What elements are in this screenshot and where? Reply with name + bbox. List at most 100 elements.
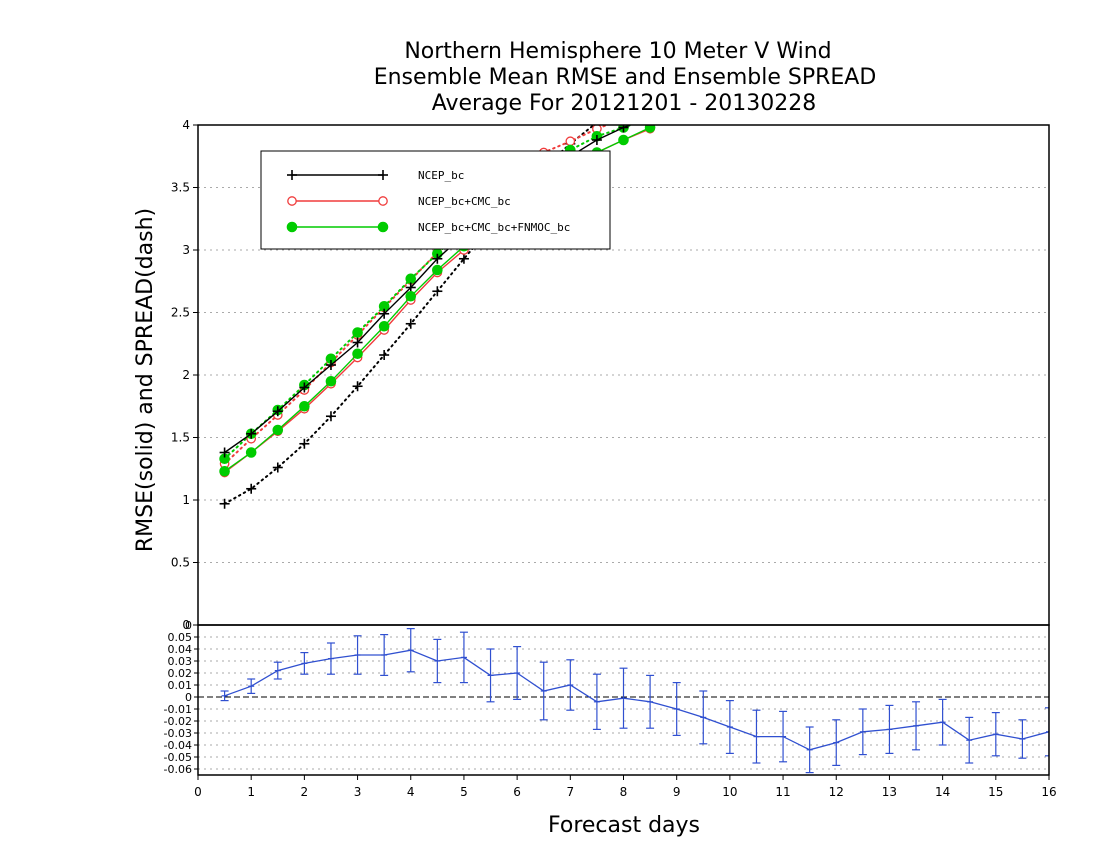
upper-y-tick-label: 1.5 xyxy=(171,431,190,445)
error-bar xyxy=(991,711,1000,757)
upper-gridlines xyxy=(198,187,1049,563)
x-tick-label: 7 xyxy=(566,785,574,799)
error-bar xyxy=(406,627,415,673)
title-line-3: Average For 20121201 - 20130228 xyxy=(432,91,817,116)
x-tick-label: 9 xyxy=(673,785,681,799)
lower-y-tick-label: 0 xyxy=(185,691,192,704)
legend-marker xyxy=(286,221,298,233)
data-point xyxy=(405,273,417,285)
error-bar xyxy=(912,701,921,751)
data-point xyxy=(272,406,283,417)
x-tick-label: 14 xyxy=(935,785,950,799)
legend-label: NCEP_bc+CMC_bc xyxy=(418,195,511,208)
data-point xyxy=(219,447,230,458)
x-tick-label: 8 xyxy=(620,785,628,799)
chart-title: Northern Hemisphere 10 Meter V Wind Ense… xyxy=(374,39,877,116)
legend-marker xyxy=(377,221,389,233)
lower-y-tick-label: 0.02 xyxy=(168,667,193,680)
error-bar xyxy=(539,661,548,721)
data-point xyxy=(405,290,417,302)
legend-box xyxy=(260,150,611,250)
upper-y-tick-label: 1 xyxy=(182,493,190,507)
error-bar xyxy=(752,709,761,764)
lower-panel: -0.06-0.05-0.04-0.03-0.02-0.0100.010.020… xyxy=(164,619,1057,838)
legend-label: NCEP_bc+CMC_bc+FNMOC_bc xyxy=(418,221,570,234)
lower-y-tick-label: 0.03 xyxy=(168,655,193,668)
lower-y-tick-label: -0.04 xyxy=(164,739,192,752)
data-point xyxy=(219,498,230,509)
legend-label: NCEP_bc xyxy=(418,169,464,182)
upper-y-tick-label: 2 xyxy=(182,368,190,382)
data-point xyxy=(325,411,336,422)
x-tick-label: 11 xyxy=(775,785,790,799)
data-point xyxy=(352,337,363,348)
error-bar xyxy=(725,699,734,755)
lower-top-label: 0 xyxy=(185,619,192,632)
data-point xyxy=(245,447,257,458)
x-tick-label: 10 xyxy=(722,785,737,799)
x-tick-label: 4 xyxy=(407,785,415,799)
x-tick-label: 3 xyxy=(354,785,362,799)
data-point xyxy=(458,253,469,264)
error-bar xyxy=(353,635,362,675)
x-tick-label: 13 xyxy=(882,785,897,799)
data-point xyxy=(352,327,363,338)
data-point xyxy=(565,136,576,147)
data-point xyxy=(618,125,629,133)
legend-marker xyxy=(287,196,297,206)
y-axis-label: RMSE(solid) and SPREAD(dash) xyxy=(133,208,158,552)
data-point xyxy=(618,134,629,146)
x-tick-label: 6 xyxy=(513,785,521,799)
data-point xyxy=(272,424,284,436)
error-bar xyxy=(1018,719,1027,759)
data-point xyxy=(405,318,416,329)
lower-y-tick-label: -0.03 xyxy=(164,727,192,740)
error-bar xyxy=(938,698,947,746)
legend-item: NCEP_bc+CMC_bc xyxy=(287,195,511,208)
lower-y-tick-label: -0.01 xyxy=(164,703,192,716)
data-point xyxy=(299,438,310,449)
x-tick-labels: 0 1 2 3 4 5 6 7 8 9 10 11 12 13 14 15 16 xyxy=(194,775,1057,799)
title-line-1: Northern Hemisphere 10 Meter V Wind xyxy=(404,39,831,64)
upper-y-tick-label: 3 xyxy=(182,243,190,257)
data-point xyxy=(379,350,390,360)
legend-marker xyxy=(378,170,388,180)
lower-y-tick-label: 0.05 xyxy=(168,631,193,644)
x-tick-label: 2 xyxy=(301,785,309,799)
difference-line xyxy=(224,649,1049,751)
error-bar xyxy=(672,681,681,737)
lower-y-tick-label: 0.04 xyxy=(168,643,193,656)
data-point xyxy=(272,462,283,473)
upper-panel: 0 0.5 1 1.5 2 2.5 3 3.5 4 RMSE(solid) and SPREAD… xyxy=(133,118,1050,632)
lower-y-tick-labels: -0.06-0.05-0.04-0.03-0.02-0.0100.010.020… xyxy=(164,619,198,776)
data-point xyxy=(352,381,363,392)
data-point xyxy=(246,428,257,439)
error-bar xyxy=(619,667,628,729)
legend-item: NCEP_bc xyxy=(287,169,464,182)
x-tick-label: 12 xyxy=(829,785,844,799)
x-axis-label: Forecast days xyxy=(548,813,700,838)
error-bar xyxy=(247,678,256,695)
upper-y-tick-label: 0 xyxy=(182,618,190,632)
difference-series xyxy=(220,627,1049,774)
upper-y-tick-label: 2.5 xyxy=(171,306,190,320)
error-bar xyxy=(486,648,495,703)
data-point xyxy=(246,483,257,494)
series-line xyxy=(223,125,635,460)
data-point xyxy=(219,465,230,477)
data-point xyxy=(405,282,416,293)
upper-y-tick-label: 4 xyxy=(182,118,190,132)
data-point xyxy=(591,135,602,145)
error-bar xyxy=(779,710,788,763)
error-bar xyxy=(805,726,814,774)
error-bar xyxy=(1045,707,1049,757)
data-point xyxy=(299,400,310,412)
data-point xyxy=(432,253,443,264)
error-bar xyxy=(459,631,468,684)
series-line xyxy=(223,125,610,465)
error-bar xyxy=(300,651,309,675)
upper-y-tick-label: 3.5 xyxy=(171,181,190,195)
error-bar xyxy=(885,704,894,755)
error-bar xyxy=(965,716,974,764)
error-bar xyxy=(380,633,389,677)
